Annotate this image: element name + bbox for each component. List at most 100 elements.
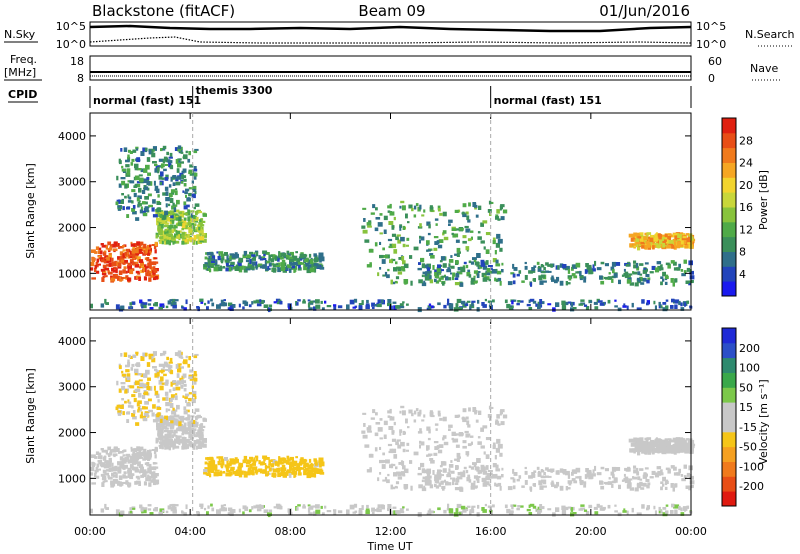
power-echo-cell [533, 278, 536, 282]
power-echo-cell [689, 269, 692, 273]
power-echo-cell [586, 269, 590, 273]
velocity-echo-cell [246, 473, 251, 476]
velocity-echo-cell [462, 508, 467, 513]
power-echo-cell [629, 243, 633, 248]
velocity-echo-cell [422, 476, 427, 480]
power-echo-cell [501, 269, 504, 273]
power-echo-cell [387, 238, 393, 242]
power-echo-cell [152, 266, 156, 272]
power-echo-cell [164, 240, 167, 245]
power-echo-cell [656, 261, 661, 265]
velocity-echo-cell [103, 465, 107, 469]
power-echo-cell [94, 267, 97, 273]
power-echo-cell [135, 183, 141, 188]
power-echo-cell [175, 181, 181, 186]
power-echo-cell [567, 268, 571, 274]
velocity-echo-cell [197, 429, 202, 434]
power-echo-cell [476, 262, 480, 267]
velocity-echo-cell [188, 442, 193, 446]
power-echo-cell [120, 148, 123, 152]
power-echo-cell [277, 255, 282, 260]
velocity-echo-cell [102, 456, 107, 461]
power-echo-cell [127, 154, 130, 159]
power-echo-cell [465, 302, 468, 305]
power-echo-cell [333, 306, 337, 310]
velocity-echo-cell [607, 504, 611, 509]
velocity-echo-cell [287, 508, 292, 513]
power-echo-cell [656, 242, 659, 247]
power-echo-cell [635, 243, 639, 248]
velocity-echo-cell [163, 373, 167, 377]
velocity-echo-cell [169, 357, 173, 362]
power-echo-cell [430, 206, 434, 210]
velocity-echo-cell [123, 471, 127, 474]
power-echo-cell [463, 261, 467, 265]
velocity-echo-cell [118, 365, 122, 370]
velocity-echo-cell [174, 352, 179, 356]
power-echo-cell [147, 193, 152, 197]
velocity-echo-cell [516, 507, 520, 511]
velocity-echo-cell [193, 440, 197, 445]
velocity-echo-cell [190, 418, 194, 423]
velocity-echo-cell [501, 409, 503, 415]
power-echo-cell [175, 217, 181, 221]
velocity-echo-cell [689, 474, 692, 478]
velocity-echo-cell [163, 425, 166, 429]
velocity-echo-cell [181, 436, 186, 440]
power-echo-cell [188, 171, 193, 175]
velocity-echo-cell [216, 509, 221, 514]
power-echo-cell [407, 221, 410, 224]
velocity-echo-cell [157, 426, 162, 429]
velocity-echo-cell [437, 413, 441, 417]
power-echo-cell [151, 244, 156, 246]
power-echo-cell [637, 271, 641, 276]
velocity-echo-cell [214, 469, 220, 472]
power-echo-cell [456, 252, 460, 257]
velocity-echo-cell [649, 442, 655, 448]
velocity-echo-cell [269, 467, 272, 471]
velocity-echo-cell [116, 380, 119, 386]
power-echo-cell [428, 224, 431, 229]
nsky-panel [89, 21, 692, 47]
power-echo-cell [636, 307, 642, 310]
power-echo-cell [274, 256, 277, 261]
velocity-echo-cell [471, 507, 474, 512]
velocity-echo-cell [400, 405, 405, 409]
power-echo-cell [682, 236, 687, 239]
power-echo-cell [681, 273, 686, 277]
velocity-echo-cell [157, 412, 161, 416]
power-echo-cell [162, 304, 165, 308]
velocity-echo-cell [654, 440, 658, 445]
velocity-echo-cell [452, 481, 455, 486]
power-echo-cell [510, 272, 515, 275]
velocity-echo-cell [171, 503, 176, 509]
power-colorbar-swatch [722, 221, 736, 238]
power-echo-cell [121, 193, 124, 196]
velocity-echo-cell [372, 409, 376, 414]
power-echo-cell [206, 306, 209, 310]
power-echo-cell [173, 226, 176, 232]
power-echo-cell [426, 273, 430, 278]
power-echo-cell [158, 174, 163, 180]
power-echo-cell [120, 305, 125, 310]
power-echo-cell [530, 282, 533, 287]
power-echo-cell [650, 235, 654, 239]
power-echo-cell [122, 206, 125, 211]
power-echo-cell [326, 305, 332, 308]
velocity-echo-cell [311, 467, 316, 473]
power-echo-cell [417, 206, 421, 212]
power-echo-cell [426, 275, 432, 280]
velocity-echo-cell [589, 505, 593, 508]
power-echo-cell [228, 266, 232, 272]
velocity-echo-cell [672, 438, 676, 443]
velocity-echo-cell [437, 507, 441, 511]
power-echo-cell [485, 249, 490, 254]
velocity-echo-cell [144, 406, 148, 410]
velocity-echo-cell [182, 373, 187, 378]
velocity-echo-cell [193, 380, 197, 385]
velocity-echo-cell [411, 412, 414, 417]
power-echo-cell [129, 150, 133, 154]
power-echo-cell [103, 250, 107, 253]
power-echo-cell [143, 168, 148, 173]
power-echo-cell [235, 264, 239, 269]
